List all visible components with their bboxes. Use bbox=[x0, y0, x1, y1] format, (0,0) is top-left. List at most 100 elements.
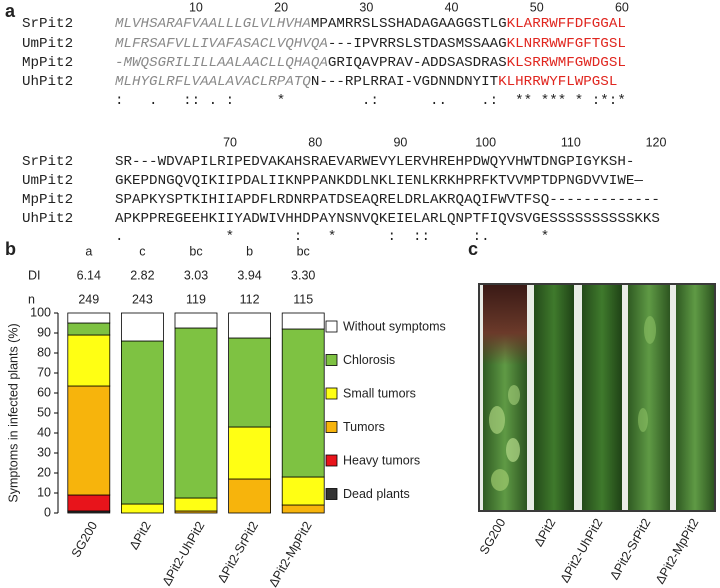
significance-group: c bbox=[139, 244, 145, 258]
bar-segment bbox=[228, 337, 272, 428]
bar-segment bbox=[67, 334, 111, 387]
y-tick-label: 80 bbox=[37, 345, 51, 359]
sequence: SPAPKYSPTKIHIIAPDFLRDNRPATDSEAQRELDRLAKR… bbox=[115, 192, 660, 208]
panel-letter: c bbox=[468, 239, 478, 259]
bar-segment bbox=[281, 328, 325, 478]
sequence-seq: SR---WDVAPILRIPEDVAKAHSRAEVARWEVYLERVHRE… bbox=[115, 154, 634, 170]
ruler-number: 30 bbox=[359, 0, 373, 14]
sequence-name: MpPit2 bbox=[22, 192, 73, 208]
sequence-seq: N---RPLRRAI-VGDNNDNYIT bbox=[311, 74, 498, 90]
bar-segment bbox=[228, 312, 272, 339]
ruler-number: 120 bbox=[646, 135, 667, 149]
significance-group: a bbox=[85, 244, 92, 258]
bar-segment bbox=[67, 322, 111, 336]
sequence-motif: KLARRWFFDFGGAL bbox=[507, 16, 626, 32]
y-tick-label: 70 bbox=[37, 365, 51, 379]
sequence-motif: KLSRRWMFGWDGSL bbox=[507, 55, 626, 71]
sequence-name: UhPit2 bbox=[22, 211, 73, 227]
n-value: 115 bbox=[293, 292, 313, 306]
sequence-name: UmPit2 bbox=[22, 173, 73, 189]
ruler-number: 90 bbox=[393, 135, 407, 149]
photo-label: ΔPit2-SrPit2 bbox=[607, 516, 653, 582]
sequence: SR---WDVAPILRIPEDVAKAHSRAEVARWEVYLERVHRE… bbox=[115, 154, 634, 170]
sequence-name: MpPit2 bbox=[22, 55, 73, 71]
legend-swatch bbox=[325, 354, 338, 366]
bar-segment bbox=[281, 312, 325, 330]
bar-segment bbox=[67, 494, 111, 512]
ruler-number: 50 bbox=[530, 0, 544, 14]
sequence-motif: KLNRRWWFGFTGSL bbox=[507, 36, 626, 52]
n-label: n bbox=[28, 292, 35, 306]
photo-label: ΔPit2-MpPit2 bbox=[653, 516, 702, 586]
bar-segment bbox=[121, 340, 164, 505]
y-tick-label: 0 bbox=[44, 505, 51, 519]
ruler-number: 70 bbox=[223, 135, 237, 149]
bar-segment bbox=[67, 385, 111, 496]
sequence-seq: GKEPDNGQVQIKIIPDALIIKNPPANKDDLNKLIENLKRK… bbox=[115, 173, 643, 189]
leaf-photo bbox=[478, 283, 716, 512]
legend-swatch bbox=[325, 454, 338, 467]
panel-letter: a bbox=[5, 1, 16, 21]
n-value: 112 bbox=[240, 292, 260, 306]
y-tick-label: 60 bbox=[37, 385, 51, 399]
sequence-name: SrPit2 bbox=[22, 16, 73, 32]
bar-segment bbox=[174, 312, 218, 329]
sequence: MLFRSAFVLLIVAFASACLVQHVQA---IPVRRSLSTDAS… bbox=[115, 36, 626, 52]
sequence-signal: MLFRSAFVLLIVAFASACLVQHVQA bbox=[115, 36, 328, 52]
photo-label: ΔPit2-UhPit2 bbox=[558, 516, 606, 585]
ruler-number: 10 bbox=[189, 0, 203, 14]
conservation: : . :: . : * .: .. .: ** *** * :*:* bbox=[115, 93, 626, 109]
legend-label: Without symptoms bbox=[343, 319, 446, 333]
di-value: 3.94 bbox=[237, 268, 261, 282]
conservation: . * : * : :: :. * bbox=[115, 229, 549, 245]
sequence-seq: ---IPVRRSLSTDASMSSAAG bbox=[328, 36, 507, 52]
legend-label: Tumors bbox=[343, 420, 385, 434]
bar-segment bbox=[121, 503, 164, 514]
bar-segment bbox=[228, 426, 272, 480]
sequence-signal: MLVHSARAFVAALLLGLVLHVHA bbox=[115, 16, 311, 32]
sequence-name: UmPit2 bbox=[22, 36, 73, 52]
significance-group: bc bbox=[189, 244, 202, 258]
ruler-number: 100 bbox=[475, 135, 496, 149]
legend-swatch bbox=[325, 387, 338, 400]
photo-label: ΔPit2 bbox=[531, 516, 558, 549]
bar-segment bbox=[281, 476, 325, 506]
y-tick-label: 50 bbox=[37, 405, 51, 419]
bar-segment bbox=[228, 478, 272, 514]
sequence: MLHYGLRFLVAALAVACLRPATQN---RPLRRAI-VGDNN… bbox=[115, 74, 617, 90]
n-value: 249 bbox=[78, 292, 99, 306]
y-tick-label: 100 bbox=[30, 305, 51, 319]
sequence: APKPPREGEEHKIIYADWIVHHDPAYNSNVQKEIELARLQ… bbox=[115, 211, 660, 227]
bar-segment bbox=[174, 327, 218, 499]
ruler-number: 80 bbox=[308, 135, 322, 149]
bar-segment bbox=[121, 312, 164, 342]
bar-segment bbox=[67, 312, 111, 324]
ruler-number: 20 bbox=[274, 0, 288, 14]
ruler-number: 40 bbox=[445, 0, 459, 14]
y-tick-label: 20 bbox=[37, 465, 51, 479]
y-tick-label: 30 bbox=[37, 445, 51, 459]
legend-label: Dead plants bbox=[343, 487, 410, 501]
legend-label: Small tumors bbox=[343, 386, 416, 400]
x-tick-label: SG200 bbox=[69, 519, 101, 560]
sequence-seq: SPAPKYSPTKIHIIAPDFLRDNRPATDSEAQRELDRLAKR… bbox=[115, 192, 660, 208]
x-tick-label: ΔPit2-UhPit2 bbox=[160, 519, 208, 588]
sequence-signal: -MWQSGRILILLAALAACLLQHAQA bbox=[115, 55, 328, 71]
legend-swatch bbox=[325, 488, 338, 500]
y-tick-label: 10 bbox=[37, 485, 51, 499]
ruler-number: 60 bbox=[615, 0, 629, 14]
di-value: 3.03 bbox=[184, 268, 208, 282]
x-tick-label: ΔPit2-SrPit2 bbox=[215, 519, 261, 585]
photo-label: SG200 bbox=[477, 516, 509, 557]
legend-swatch bbox=[325, 320, 338, 333]
legend-label: Chlorosis bbox=[343, 353, 395, 367]
y-axis-label: Symptoms in infected plants (%) bbox=[6, 323, 20, 502]
di-label: DI bbox=[28, 268, 41, 282]
sequence-seq: MPAMRRSLSSHADAGAAGGSTLG bbox=[311, 16, 507, 32]
legend-swatch bbox=[325, 421, 338, 433]
n-value: 243 bbox=[132, 292, 153, 306]
significance-group: b bbox=[246, 244, 253, 258]
sequence: GKEPDNGQVQIKIIPDALIIKNPPANKDDLNKLIENLKRK… bbox=[115, 173, 643, 189]
x-tick-label: ΔPit2-MpPit2 bbox=[266, 519, 315, 588]
